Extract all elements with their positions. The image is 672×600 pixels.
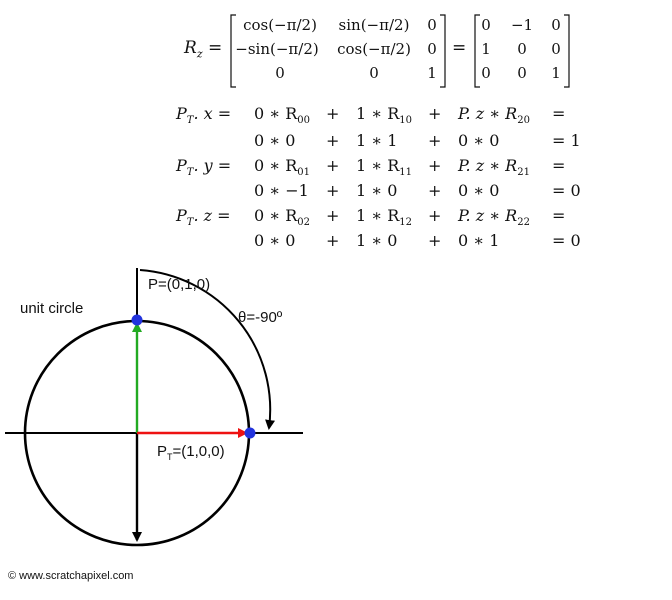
eq-plus: + [326, 231, 340, 250]
matrix-lhs: R [184, 38, 197, 58]
matrix-cell: 0 [369, 64, 379, 82]
matrix-equals-sign: = [208, 38, 223, 58]
eq-term: P. z ∗ R21 [458, 156, 530, 179]
point-p-label: P=(0,1,0) [148, 276, 211, 293]
matrix-cell: 1 [551, 64, 561, 82]
eq-plus: + [428, 181, 442, 200]
point-p [131, 314, 143, 326]
eq-term: 1 ∗ R12 [356, 206, 413, 229]
matrix-cell: 0 [481, 16, 491, 34]
eq-num-term: 0 ∗ 0 [458, 181, 500, 200]
eq-lhs-subscript: T [186, 217, 194, 229]
pt-label-subscript: T [167, 452, 173, 462]
matrix-lhs-subscript: z [196, 47, 203, 61]
matrix-cell: 0 [427, 40, 437, 58]
eq-num-term: 0 ∗ −1 [254, 181, 309, 200]
eq-equals: = [552, 104, 566, 123]
eq-lhs-tail: . z = [193, 206, 231, 225]
rotation-arc-arrow [139, 269, 275, 430]
eq-num-term: 0 ∗ 0 [254, 231, 296, 250]
matrix-cell: −sin(−π/2) [235, 40, 319, 58]
eq-num-term: 0 ∗ 1 [458, 231, 500, 250]
eq-num-term: 1 ∗ 0 [356, 181, 398, 200]
angle-label: θ=-90º [238, 309, 283, 326]
eq-plus: + [326, 206, 340, 225]
symbolic-matrix-brackets [230, 14, 446, 88]
eq-term: 0 ∗ R00 [254, 104, 311, 127]
matrix-cell: cos(−π/2) [337, 40, 411, 58]
matrix-cell: 0 [517, 64, 527, 82]
eq-result: = 0 [552, 181, 581, 200]
point-pt [244, 427, 256, 439]
eq-plus: + [326, 156, 340, 175]
unit-circle-label: unit circle [20, 300, 84, 317]
eq-equals: = [552, 156, 566, 175]
pt-label-main: P [157, 443, 168, 460]
matrix-cell: 0 [551, 16, 561, 34]
matrix-cell: sin(−π/2) [338, 16, 410, 34]
eq-term: P. z ∗ R22 [458, 206, 530, 229]
eq-equals: = [552, 206, 566, 225]
eq-plus: + [326, 131, 340, 150]
equation-lhs-x: PT. x = [176, 104, 231, 126]
eq-lhs-symbol: P [176, 156, 187, 175]
eq-term: 1 ∗ R10 [356, 104, 413, 127]
eq-plus: + [428, 104, 442, 123]
matrix-cell: 1 [481, 40, 491, 58]
eq-num-term: 0 ∗ 0 [254, 131, 296, 150]
eq-result: = 1 [552, 131, 581, 150]
pt-label-tail: =(1,0,0) [172, 443, 225, 460]
eq-plus: + [326, 181, 340, 200]
eq-lhs-symbol: P [176, 104, 187, 123]
matrix-cell: 1 [427, 64, 437, 82]
eq-plus: + [428, 156, 442, 175]
matrix-cell: 0 [517, 40, 527, 58]
eq-plus: + [428, 131, 442, 150]
eq-plus: + [326, 104, 340, 123]
numeric-matrix-brackets [474, 14, 570, 88]
matrix-cell: −1 [510, 16, 534, 34]
matrix-middle-equals-sign: = [452, 38, 467, 58]
eq-num-term: 1 ∗ 0 [356, 231, 398, 250]
eq-term: 1 ∗ R11 [356, 156, 413, 179]
eq-term: P. z ∗ R20 [458, 104, 530, 127]
matrix-cell: 0 [481, 64, 491, 82]
point-pt-label: PT=(1,0,0) [157, 443, 225, 462]
eq-num-term: 1 ∗ 1 [356, 131, 398, 150]
equation-lhs-y: PT. y = [176, 156, 231, 178]
matrix-cell: 0 [275, 64, 285, 82]
eq-lhs-subscript: T [186, 167, 194, 179]
matrix-cell: 0 [427, 16, 437, 34]
eq-term: 0 ∗ R01 [254, 156, 311, 179]
eq-lhs-symbol: P [176, 206, 187, 225]
eq-plus: + [428, 231, 442, 250]
eq-lhs-tail: . y = [193, 156, 232, 175]
equation-lhs-z: PT. z = [176, 206, 231, 228]
eq-lhs-subscript: T [186, 115, 194, 127]
eq-term: 0 ∗ R02 [254, 206, 311, 229]
matrix-cell: cos(−π/2) [243, 16, 317, 34]
eq-plus: + [428, 206, 442, 225]
eq-lhs-tail: . x = [193, 104, 232, 123]
eq-result: = 0 [552, 231, 581, 250]
eq-num-term: 0 ∗ 0 [458, 131, 500, 150]
matrix-cell: 0 [551, 40, 561, 58]
copyright-notice: © www.scratchapixel.com [8, 570, 134, 582]
